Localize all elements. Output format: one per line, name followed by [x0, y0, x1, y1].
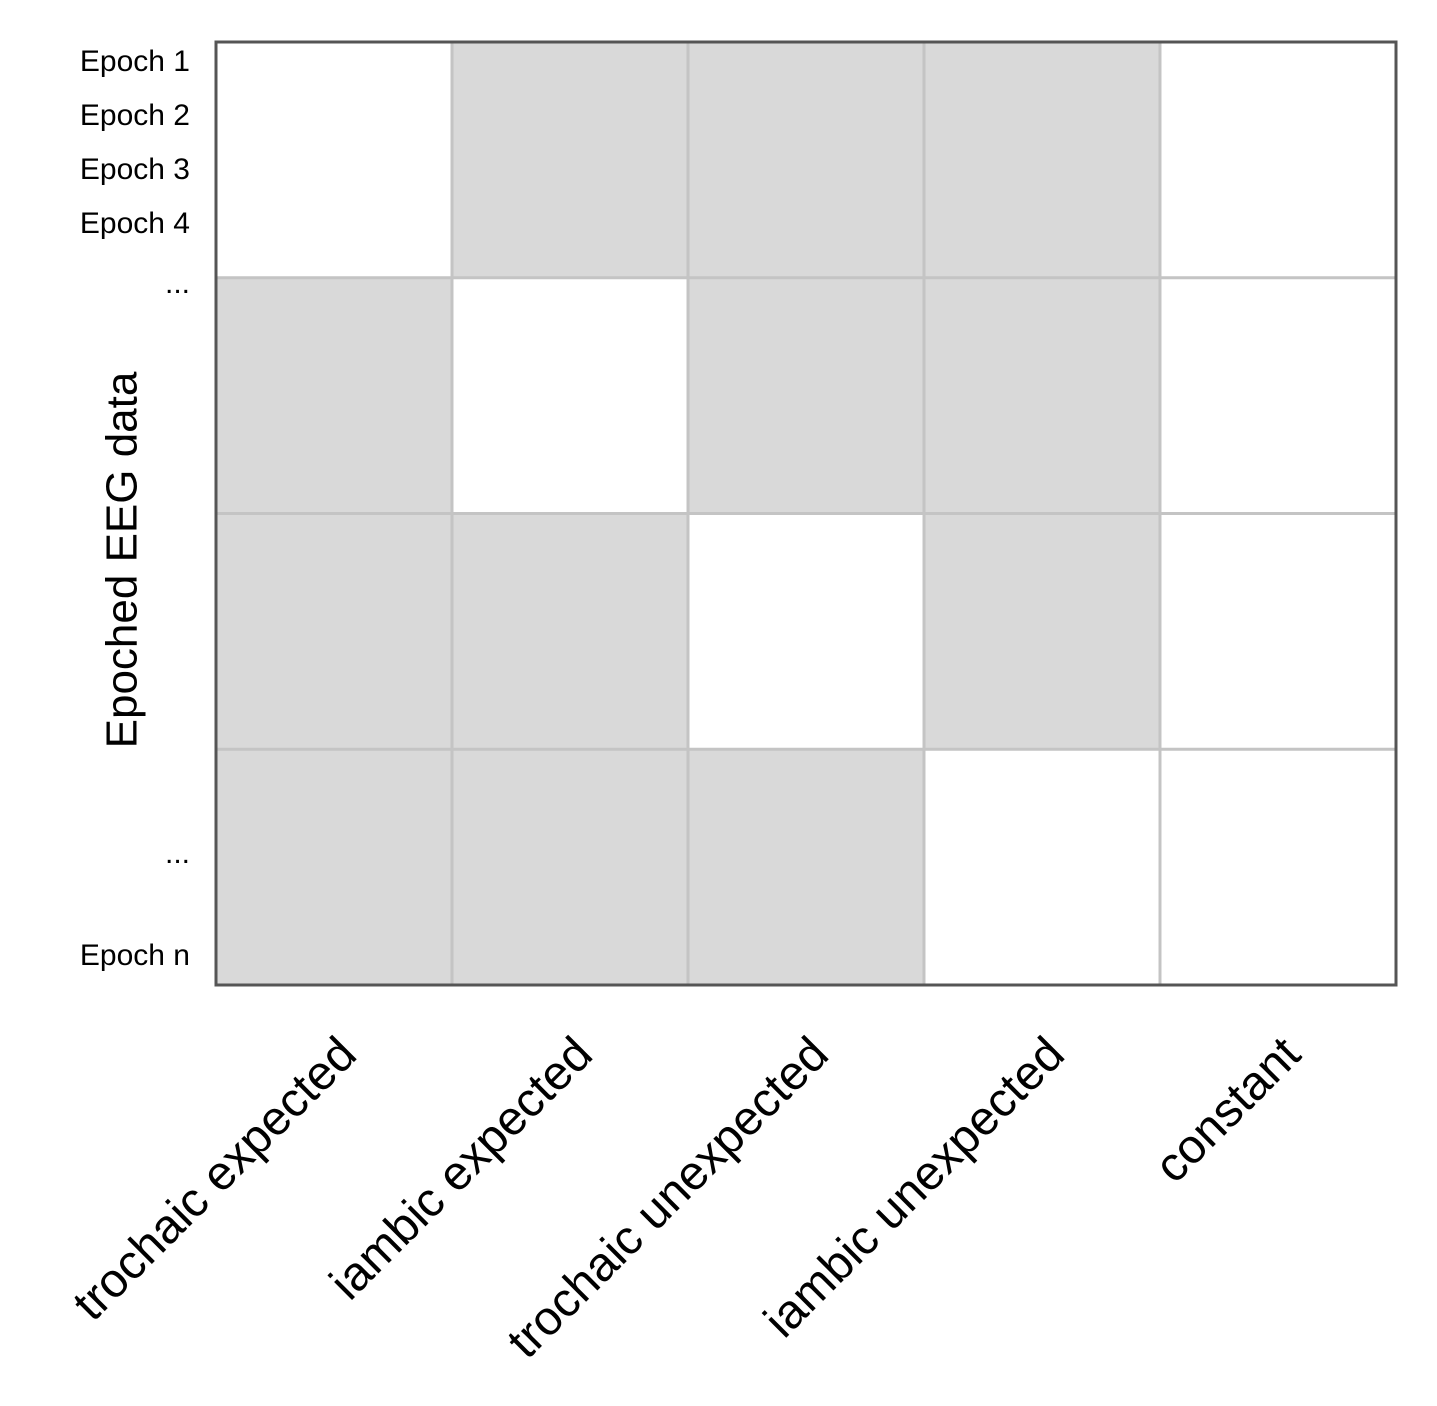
matrix-cell [1160, 513, 1396, 750]
matrix-cell [924, 749, 1160, 985]
matrix-cell [1160, 277, 1396, 514]
matrix-cell [688, 277, 924, 514]
matrix-cell [216, 277, 452, 514]
row-label: Epoch 4 [80, 207, 190, 240]
y-axis-label: Epoched EEG data [98, 371, 147, 748]
row-label: ... [165, 267, 190, 300]
matrix-cell [452, 749, 688, 985]
column-label: constant [1145, 1027, 1311, 1193]
matrix-cell [924, 513, 1160, 750]
column-label: trochaic expected [63, 1027, 367, 1331]
matrix-cell [688, 749, 924, 985]
matrix-cell [216, 513, 452, 750]
matrix-cell [1160, 42, 1396, 278]
matrix-cell [452, 42, 688, 278]
row-label: Epoch 3 [80, 153, 190, 186]
row-label: Epoch n [80, 939, 190, 972]
row-label: ... [165, 837, 190, 870]
matrix-cell [688, 513, 924, 750]
matrix-border [214, 40, 1398, 987]
matrix-cell [1160, 749, 1396, 985]
matrix-cell [924, 42, 1160, 278]
row-label: Epoch 2 [80, 99, 190, 132]
matrix-cell [216, 749, 452, 985]
matrix-cell [452, 277, 688, 514]
matrix-cell [216, 42, 452, 278]
row-label: Epoch 1 [80, 45, 190, 78]
matrix-cell [924, 277, 1160, 514]
matrix-cell [688, 42, 924, 278]
matrix-cell [452, 513, 688, 750]
